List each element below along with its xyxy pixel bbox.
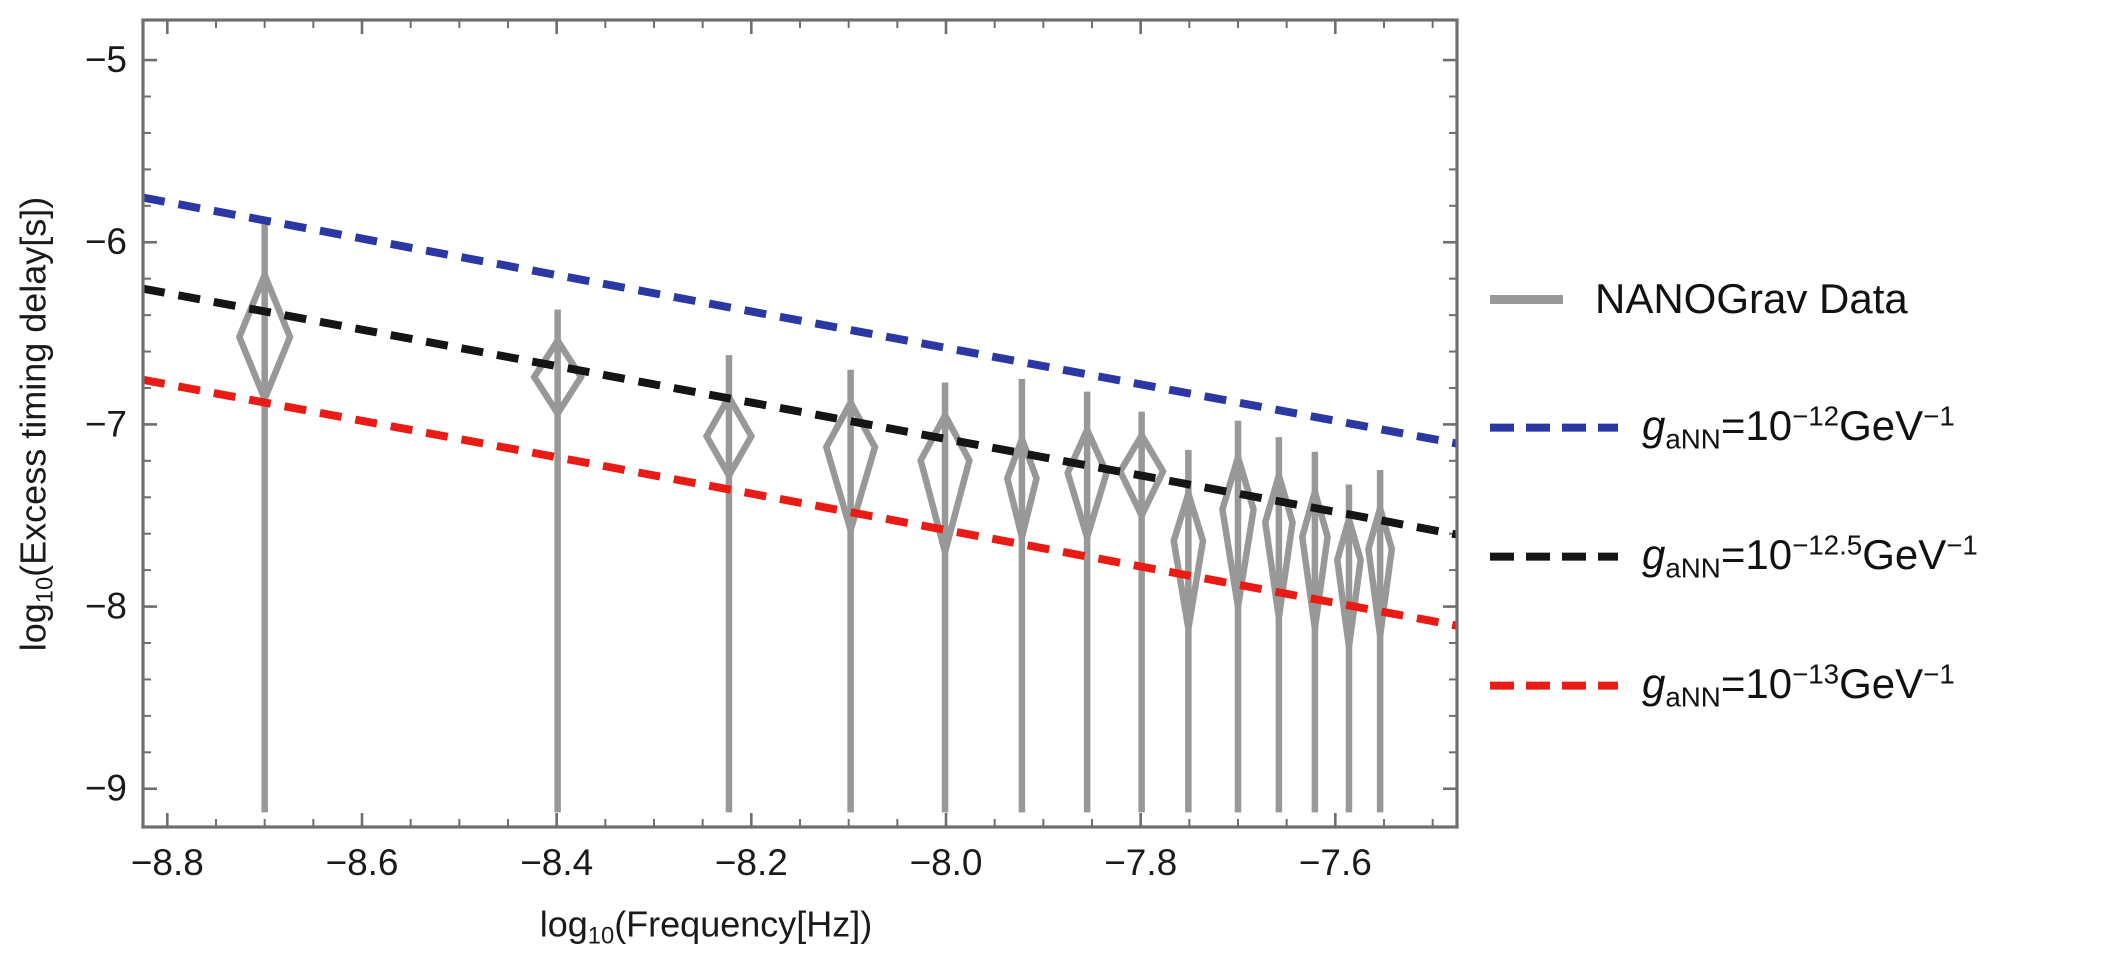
- x-axis-label: log10(Frequency[Hz]): [540, 903, 873, 950]
- legend-label-g125: gaNN=10−12.5GeV−1: [1642, 530, 1978, 585]
- x-tick-label: −7.6: [1299, 842, 1372, 883]
- g-symbol: g: [1642, 660, 1666, 708]
- g-subscript: aNN: [1665, 423, 1721, 455]
- y-tick-label: −6: [85, 221, 127, 262]
- violin-glyph: [1261, 437, 1296, 813]
- axis-ticks: [143, 20, 1457, 827]
- exponent: −13: [1792, 658, 1840, 690]
- plot-frame: [141, 18, 1459, 829]
- legend-swatch-nanograv-line: [1490, 294, 1563, 304]
- legend-swatch-g13-dashed-line: [1490, 682, 1618, 690]
- y-tick-label: −5: [85, 39, 127, 80]
- tick-labels: −8.8 −8.6 −8.4 −8.2 −8.0 −7.8 −7.6 −5 −6 −7 −8 −9: [85, 39, 1372, 883]
- violin-glyph: [1333, 484, 1364, 813]
- violin-glyph: [1219, 420, 1257, 813]
- unit-exponent: −1: [1923, 400, 1955, 432]
- violin-body-diamond: [822, 395, 879, 542]
- legend-swatch-g125-dashed-line: [1490, 553, 1618, 561]
- g-subscript: aNN: [1665, 552, 1721, 584]
- unit: GeV: [1839, 402, 1924, 450]
- nanograv-violins: [235, 220, 1396, 813]
- unit-exponent: −1: [1946, 529, 1978, 561]
- unit: GeV: [1839, 660, 1924, 708]
- x-tick-label: −8.0: [909, 842, 982, 883]
- y-tick-label: −7: [85, 403, 127, 444]
- y-axis-label-base: log: [12, 603, 54, 652]
- unit-exponent: −1: [1923, 658, 1955, 690]
- violin-glyph: [1064, 391, 1111, 813]
- g125-line: [142, 284, 1458, 539]
- x-axis-label-base: log: [539, 903, 588, 945]
- legend-item-g13: gaNN=10−13GeV−1: [1490, 659, 1955, 714]
- x-tick-label: −7.8: [1104, 842, 1177, 883]
- legend-label-nanograv: NANOGrav Data: [1595, 275, 1908, 322]
- violin-body-diamond: [702, 390, 756, 482]
- legend-item-nanograv: NANOGrav Data: [1490, 275, 1908, 323]
- x-tick-label: −8.6: [325, 842, 398, 883]
- legend-item-g125: gaNN=10−12.5GeV−1: [1490, 530, 1978, 585]
- violin-body-diamond: [1116, 428, 1167, 523]
- violin-body-diamond: [1170, 482, 1207, 629]
- violin-glyph: [1003, 378, 1040, 813]
- legend-item-g12: gaNN=10−12GeV−1: [1490, 401, 1955, 456]
- violin-body-diamond: [1003, 429, 1040, 539]
- y-tick-label: −9: [85, 768, 127, 809]
- model-lines: [142, 193, 1458, 630]
- x-axis-label-rest: (Frequency[Hz]): [614, 903, 873, 945]
- x-tick-label: −8.4: [520, 842, 593, 883]
- legend-swatch-g12-dashed-line: [1490, 424, 1618, 432]
- equals-ten: =10: [1720, 531, 1793, 579]
- violin-body-diamond: [1298, 479, 1331, 629]
- violin-body-diamond: [1365, 496, 1396, 637]
- g-subscript: aNN: [1665, 681, 1721, 713]
- y-axis-label: log10(Excess timing delay[s]): [12, 197, 59, 652]
- g13-line: [142, 375, 1458, 630]
- x-tick-label: −8.8: [131, 842, 204, 883]
- x-tick-label: −8.2: [715, 842, 788, 883]
- violin-glyph: [1170, 449, 1207, 813]
- g-symbol: g: [1642, 531, 1666, 579]
- x-axis-label-sub: 10: [587, 922, 615, 950]
- violin-glyph: [702, 355, 756, 813]
- violin-body-diamond: [1333, 507, 1364, 648]
- violin-glyph: [1365, 469, 1396, 813]
- y-axis-label-rest: (Excess timing delay[s]): [12, 196, 54, 577]
- legend-label-g13: gaNN=10−13GeV−1: [1642, 659, 1955, 714]
- violin-body-diamond: [1064, 421, 1111, 549]
- exponent: −12.5: [1792, 529, 1863, 561]
- violin-glyph: [917, 382, 973, 813]
- g-symbol: g: [1642, 402, 1666, 450]
- g12-line: [142, 193, 1458, 448]
- violin-glyph: [822, 369, 879, 813]
- y-axis-label-sub: 10: [31, 576, 59, 604]
- violin-glyph: [530, 309, 585, 813]
- exponent: −12: [1792, 400, 1840, 432]
- y-tick-label: −8: [85, 586, 127, 627]
- unit: GeV: [1862, 531, 1947, 579]
- equals-ten: =10: [1720, 660, 1793, 708]
- legend-label-g12: gaNN=10−12GeV−1: [1642, 401, 1955, 456]
- equals-ten: =10: [1720, 402, 1793, 450]
